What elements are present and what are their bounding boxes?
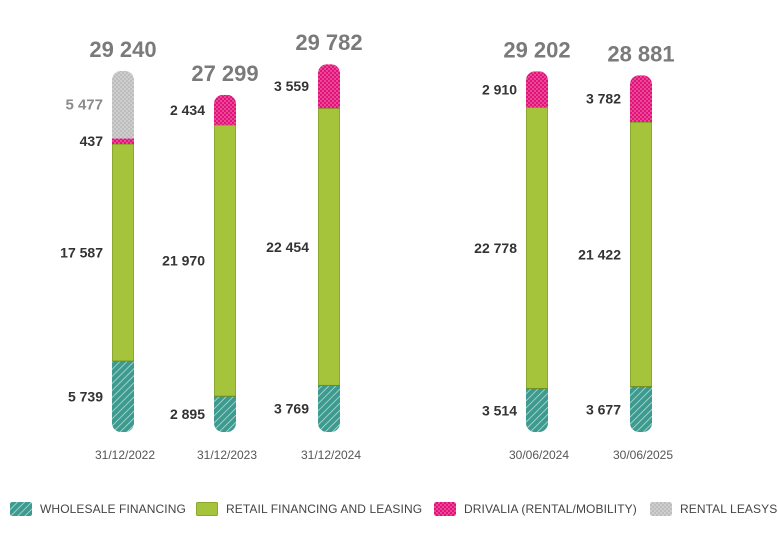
bar-segment-drivalia (214, 94, 236, 125)
bar-segment-wholesale (112, 361, 134, 432)
segment-label-retail: 22 778 (474, 240, 517, 256)
bar-segment-wholesale (214, 396, 236, 432)
bar-segment-drivalia (526, 71, 548, 108)
segment-label-retail: 22 454 (266, 239, 309, 255)
legend-swatch-wholesale (10, 502, 32, 516)
bar-total-label: 29 782 (295, 30, 362, 55)
segment-label-retail: 21 422 (578, 246, 621, 262)
bar-total-label: 28 881 (607, 41, 674, 66)
bar-group (318, 64, 340, 432)
legend-item-retail: RETAIL FINANCING AND LEASING (196, 502, 422, 516)
segment-label-retail: 17 587 (60, 245, 103, 261)
stacked-bar-chart: 5 739 17 587 437 5 477 29 240 31/12/2022 2 895… (60, 30, 674, 462)
bar-segment-wholesale (630, 386, 652, 432)
bar-total-label: 27 299 (191, 61, 258, 86)
bar-group (526, 71, 548, 432)
legend-swatch-leasys (650, 502, 672, 516)
category-label: 31/12/2023 (197, 448, 257, 462)
bar-segment-retail (630, 121, 652, 388)
segment-label-drivalia: 2 434 (170, 102, 205, 118)
category-label: 31/12/2022 (95, 448, 155, 462)
bar-segment-drivalia (112, 138, 134, 144)
legend: WHOLESALE FINANCING RETAIL FINANCING AND… (0, 502, 778, 524)
bar-group (630, 75, 652, 432)
bar-segment-leasys (112, 70, 134, 139)
bar-group (112, 70, 134, 432)
legend-item-wholesale: WHOLESALE FINANCING (10, 502, 186, 516)
legend-label-retail: RETAIL FINANCING AND LEASING (226, 502, 423, 516)
segment-label-drivalia: 3 559 (274, 78, 309, 94)
segment-label-wholesale: 5 739 (68, 389, 103, 405)
segment-label-wholesale: 3 769 (274, 401, 309, 417)
bar-segment-wholesale (526, 388, 548, 432)
bar-segment-drivalia (318, 64, 340, 109)
bar-segment-retail (526, 106, 548, 390)
bar-group (214, 94, 236, 432)
segment-label-drivalia: 437 (80, 133, 104, 149)
category-label: 31/12/2024 (301, 448, 361, 462)
segment-label-retail: 21 970 (162, 253, 205, 269)
legend-item-drivalia: DRIVALIA (RENTAL/MOBILITY) (434, 502, 637, 516)
bar-segment-retail (318, 107, 340, 386)
legend-label-wholesale: WHOLESALE FINANCING (40, 502, 186, 516)
legend-label-leasys: RENTAL LEASYS (680, 502, 778, 516)
bar-segment-retail (214, 124, 236, 397)
legend-swatch-retail (196, 502, 218, 516)
segment-label-leasys: 5 477 (65, 97, 103, 114)
segment-label-drivalia: 2 910 (482, 81, 517, 97)
segment-label-wholesale: 3 677 (586, 401, 621, 417)
legend-label-drivalia: DRIVALIA (RENTAL/MOBILITY) (464, 502, 637, 516)
legend-swatch-drivalia (434, 502, 456, 516)
bar-segment-wholesale (318, 385, 340, 432)
segment-label-wholesale: 2 895 (170, 406, 205, 422)
bar-total-label: 29 240 (89, 37, 156, 62)
category-label: 30/06/2025 (613, 448, 673, 462)
bar-total-label: 29 202 (503, 37, 570, 62)
category-label: 30/06/2024 (509, 448, 569, 462)
legend-item-leasys: RENTAL LEASYS (650, 502, 777, 516)
segment-label-drivalia: 3 782 (586, 91, 621, 107)
bar-segment-drivalia (630, 75, 652, 123)
bar-segment-retail (112, 143, 134, 362)
segment-label-wholesale: 3 514 (482, 402, 517, 418)
